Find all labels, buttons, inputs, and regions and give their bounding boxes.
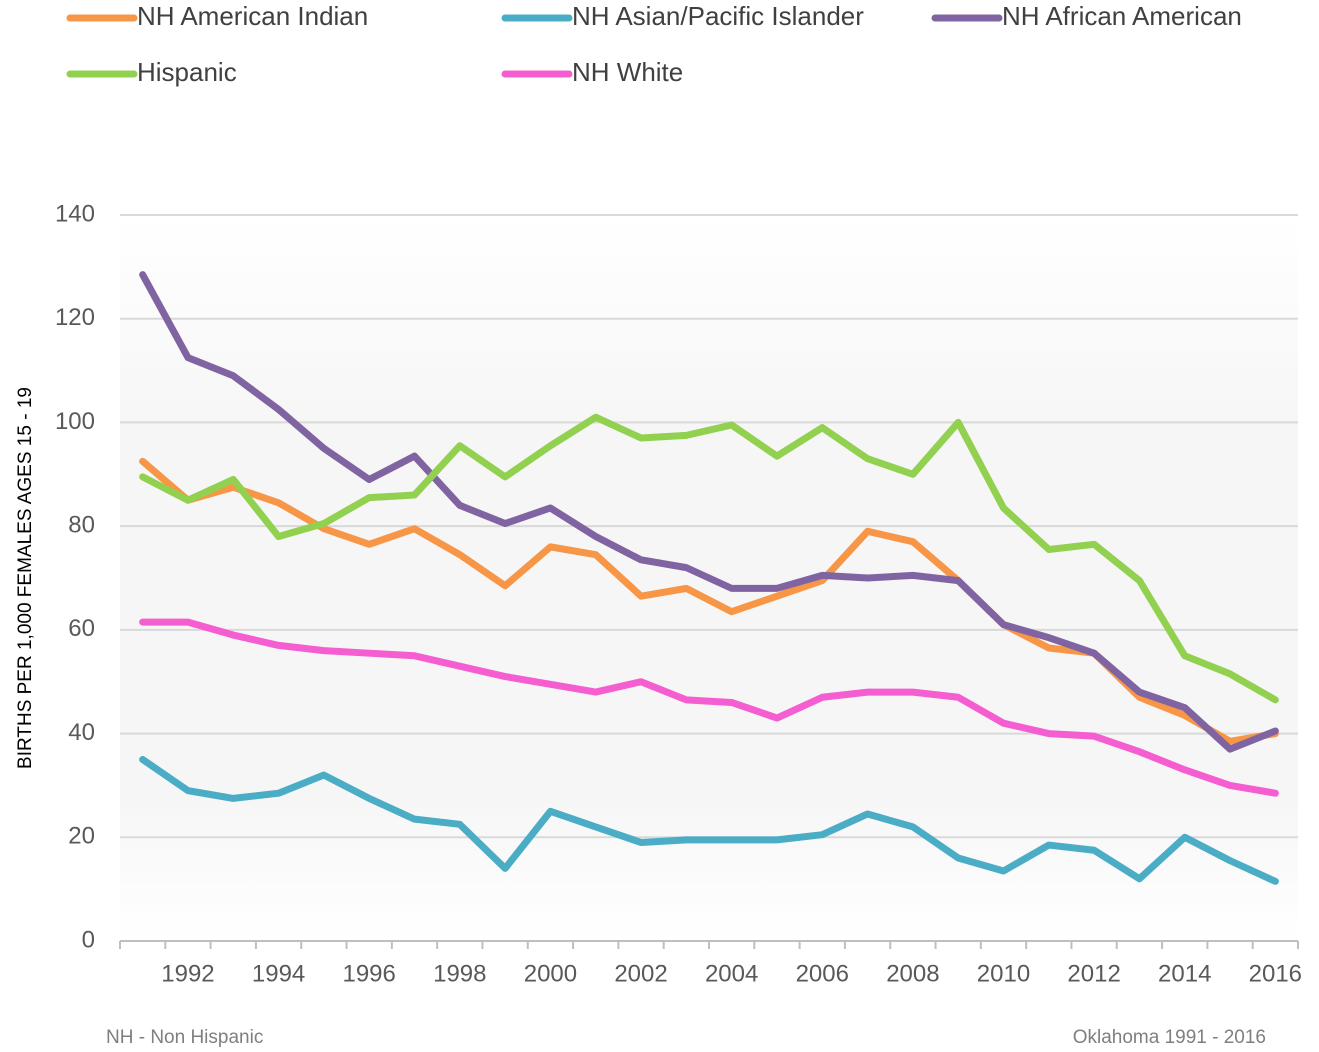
x-tick-label: 2006: [796, 960, 849, 987]
x-tick-label: 2000: [524, 960, 577, 987]
legend-label: Hispanic: [137, 57, 237, 87]
y-axis-label: BIRTHS PER 1,000 FEMALES AGES 15 - 19: [15, 387, 36, 769]
footnote: Oklahoma 1991 - 2016: [1073, 1027, 1266, 1048]
series-line: [139, 413, 1279, 704]
legend-label: NH Asian/Pacific Islander: [572, 1, 864, 31]
x-tick-label: 2016: [1249, 960, 1302, 987]
x-tick-label: 1996: [342, 960, 395, 987]
x-tick-label: 1994: [252, 960, 305, 987]
series-line: [139, 618, 1279, 797]
x-tick-label: 1998: [433, 960, 486, 987]
x-tick-label: 1992: [161, 960, 214, 987]
y-tick-label: 120: [55, 304, 95, 331]
x-tick-label: 2008: [886, 960, 939, 987]
legend-label: NH White: [572, 57, 683, 87]
y-tick-label: 140: [55, 200, 95, 227]
x-tick-label: 2010: [977, 960, 1030, 987]
y-tick-label: 80: [68, 511, 95, 538]
y-tick-label: 0: [82, 926, 95, 953]
footnote: NH - Non Hispanic: [106, 1027, 263, 1048]
series-line: [139, 756, 1279, 885]
x-tick-label: 2004: [705, 960, 758, 987]
y-tick-label: 60: [68, 615, 95, 642]
x-tick-label: 2014: [1158, 960, 1211, 987]
x-tick-label: 2012: [1067, 960, 1120, 987]
series-line: [139, 271, 1279, 753]
y-tick-label: 100: [55, 408, 95, 435]
x-tick-label: 2002: [614, 960, 667, 987]
legend-label: NH African American: [1002, 1, 1242, 31]
legend-label: NH American Indian: [137, 1, 368, 31]
y-tick-label: 40: [68, 719, 95, 746]
y-tick-label: 20: [68, 823, 95, 850]
